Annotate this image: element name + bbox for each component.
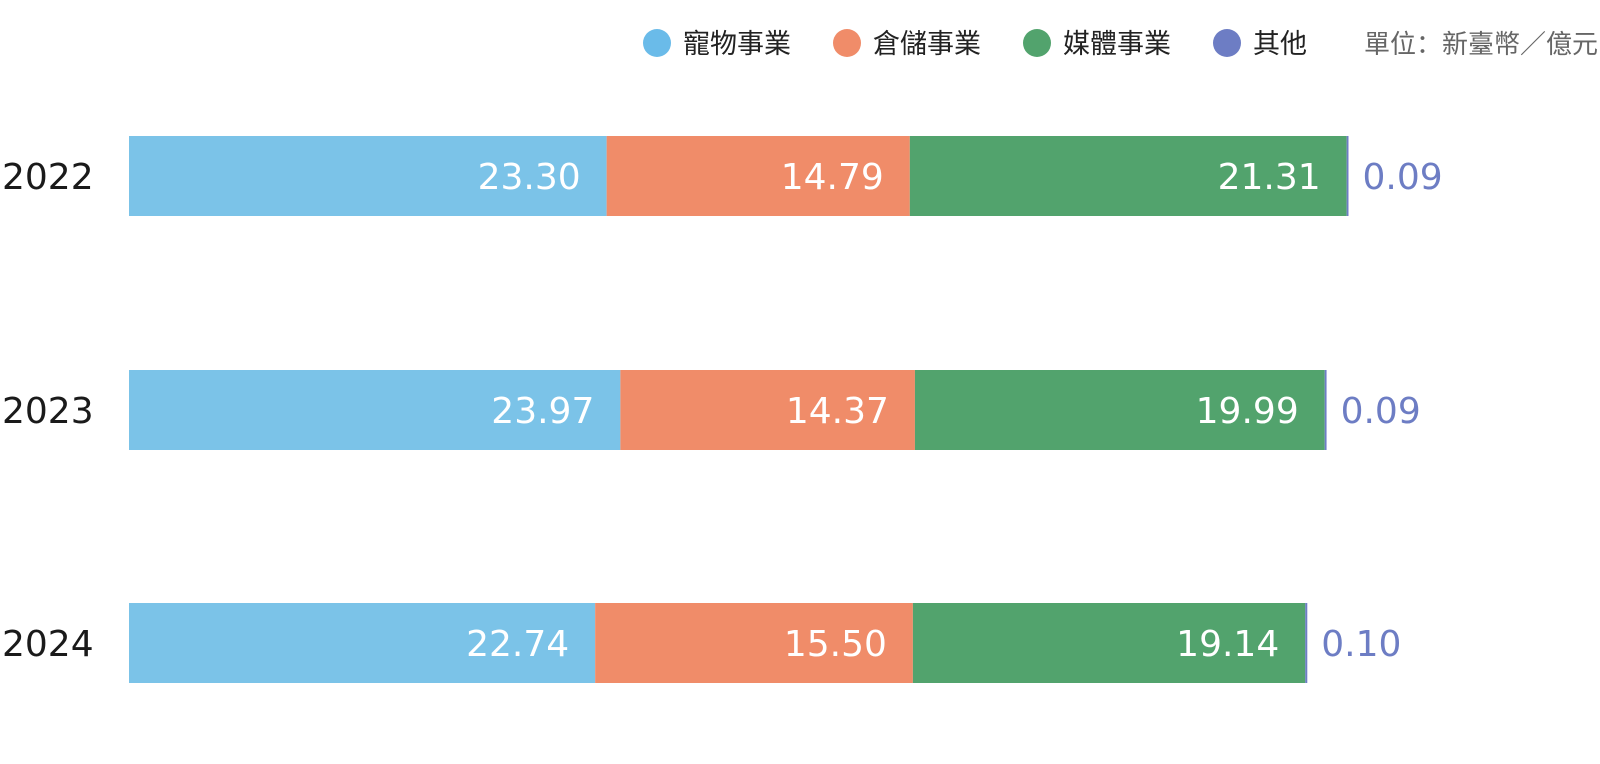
bar-segment-2023-1: [129, 370, 621, 450]
bar-segment-2023-3: [914, 370, 1325, 450]
plot-area: 2022 23.30 14.79 21.31 0.09 2023 23.97 14.37 19.…: [2, 136, 1443, 683]
data-label-2022-1: 23.30: [478, 157, 581, 198]
data-label-2023-4: 0.09: [1341, 391, 1421, 432]
data-label-2022-2: 14.79: [781, 157, 884, 198]
bar-segment-2024-2: [595, 603, 913, 683]
bar-segment-2024-4: [1305, 603, 1308, 683]
bar-segment-2022-3: [909, 136, 1347, 216]
bar-segment-2023-2: [620, 370, 915, 450]
bar-segment-2024-3: [912, 603, 1306, 683]
bar-segment-2024-1: [129, 603, 596, 683]
data-label-2024-3: 19.14: [1176, 624, 1279, 665]
legend-label-3: 媒體事業: [1063, 29, 1171, 60]
legend-label-1: 寵物事業: [683, 29, 791, 60]
bar-segment-2022-1: [129, 136, 607, 216]
data-label-2022-4: 0.09: [1363, 157, 1443, 198]
data-label-2024-2: 15.50: [784, 624, 887, 665]
legend-marker-1: [643, 29, 671, 57]
legend-label-4: 其他: [1253, 29, 1307, 60]
legend-marker-2: [833, 29, 861, 57]
data-label-2023-1: 23.97: [491, 391, 594, 432]
data-label-2023-3: 19.99: [1196, 391, 1299, 432]
category-label-2023: 2023: [2, 391, 94, 432]
data-label-2024-1: 22.74: [466, 624, 569, 665]
legend-label-2: 倉儲事業: [873, 29, 981, 60]
bar-segment-2022-2: [606, 136, 910, 216]
category-label-2022: 2022: [2, 157, 94, 198]
legend: 寵物事業 倉儲事業 媒體事業 其他: [643, 29, 1307, 60]
bar-segment-2023-4: [1324, 370, 1327, 450]
bar-segment-2022-4: [1346, 136, 1349, 216]
data-label-2022-3: 21.31: [1218, 157, 1321, 198]
unit-label: 單位：新臺幣／億元: [1364, 30, 1598, 60]
category-label-2024: 2024: [2, 624, 94, 665]
legend-marker-4: [1213, 29, 1241, 57]
legend-marker-3: [1023, 29, 1051, 57]
data-label-2023-2: 14.37: [786, 391, 889, 432]
data-label-2024-4: 0.10: [1321, 624, 1401, 665]
